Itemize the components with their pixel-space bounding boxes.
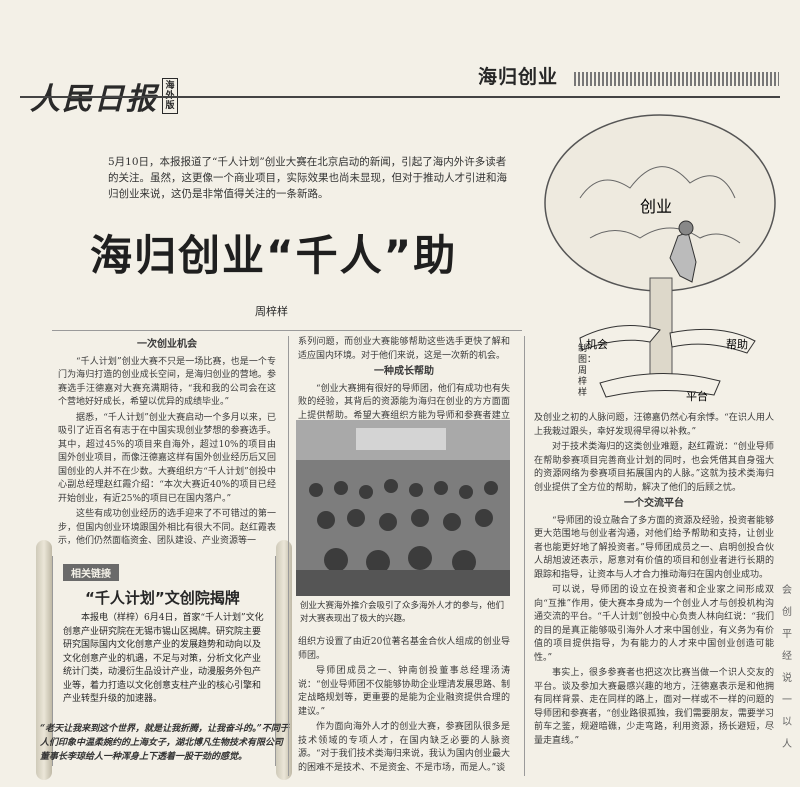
col2-bottom-2: 导师团成员之一、钟南创投董事总经理汤涛说：“创业导师团不仅能够协助企业理清发展思… [298,666,510,717]
related-link-box: 相关链接 “千人计划”文创院揭牌 本报电（样梓）6月4日，首家“千人计划”文化创… [52,556,276,766]
article-top-rule [52,330,522,331]
header-rule [20,96,780,98]
related-link-tag: 相关链接 [63,564,119,581]
hand-right [669,328,756,354]
subhead-2: 一种成长帮助 [374,366,434,377]
section-label: 海归创业 [478,66,559,88]
column-divider-1 [288,336,289,776]
adjacent-column-edge: 会 创 平 经 说 一 以 人 [782,585,792,750]
col2-bottom-1: 组织方设置了由近20位著名基金合伙人组成的创业导师团。 [298,637,510,661]
col2-bottom-3: 作为面向海外人才的创业大赛，参赛团队很多是技术领域的专项人才，在国内缺乏必要的人… [298,722,510,773]
cartoon-label-bottom: 平台 [686,389,708,403]
cartoon-label-right: 帮助 [726,337,748,351]
col1-para-3: 这些有成功创业经历的选手迎来了不可错过的第一步，但国内创业环境跟国外相比有很大不… [58,509,276,546]
headline: 海归创业“千人”助 [90,231,458,280]
cartoon-label-top: 创业 [640,197,672,216]
cartoon-illustration: 创业 机会 帮助 平台 [544,114,776,403]
lede-paragraph: 5月10日，本报报道了“千人计划”创业大赛在北京启动的新闻，引起了海内外许多读者… [108,156,507,200]
subhead-1: 一次创业机会 [137,339,197,350]
related-link-title: “千人计划”文创院揭牌 [85,589,240,607]
scroll-roll-left [36,540,52,780]
pull-quote: “老天让我来到这个世界，就是让我折腾，让我奋斗的。”不同于人们印象中温柔婉约的上… [40,724,289,762]
climber-figure [669,231,697,283]
col3-para: 对于技术类海归的这类创业难题，赵红霞说：“创业导师在帮助参赛项目完善商业计划的同… [534,442,774,493]
column-2-bottom: 组织方设置了由近20位著名基金合伙人组成的创业导师团。 导师团成员之一、钟南创投… [298,636,510,777]
col1-para-1: “千人计划”创业大赛不只是一场比赛，也是一个专门为海归打造的创业成长空间，是海归… [58,356,276,408]
subhead-3: 一个交流平台 [624,498,684,509]
col3-para-1: “导师团的设立融合了多方面的资源及经验，投资者能够更大范围地与创业者沟通，对他们… [534,515,774,580]
column-3: 及创业之初的人脉问题，汪德嘉仍然心有余悸。“在识人用人上我栽过跟头，幸好发现得早… [534,412,774,750]
col3-para-3: 事实上，很多参赛者也把这次比赛当做一个识人交友的平台。谈及参加大赛最感兴趣的地方… [534,668,774,746]
column-divider-2 [524,336,525,776]
col3-para-2: 可以说，导师团的设立在投资者和企业家之间形成双向“互推”作用，使大赛本身成为一个… [534,585,774,663]
related-link-body: 本报电（样梓）6月4日，首家“千人计划”文化创意产业研究院在无锡市锡山区揭牌。研… [63,613,264,704]
byline: 周梓样 [255,305,288,318]
masthead: 人民日报 海外版 [30,74,178,118]
cartoon-credit: 制图：周梓样 [578,344,597,398]
cartoon-label-left: 机会 [586,337,608,351]
masthead-logo: 人民日报 [30,82,158,117]
col1-para-2: 据悉，“千人计划”创业大赛启动一个多月以来，已吸引了近百名有志于在中国实现创业梦… [58,412,276,504]
photo-caption: 创业大赛海外推介会吸引了众多海外人才的参与，他们对大赛表现出了极大的兴趣。 [300,601,505,624]
hand-left [579,325,661,351]
col2-top: 系列问题，而创业大赛能够帮助这些选手更快了解和适应国内环境。对于他们来说，这是一… [298,337,510,361]
hand-bottom [599,373,721,398]
col3-top: 及创业之初的人脉问题，汪德嘉仍然心有余悸。“在识人用人上我栽过跟头，幸好发现得早… [534,413,774,437]
event-photo [296,420,510,596]
section-bar [574,72,779,86]
column-1: 一次创业机会 “千人计划”创业大赛不只是一场比赛，也是一个专门为海归打造的创业成… [58,336,276,551]
